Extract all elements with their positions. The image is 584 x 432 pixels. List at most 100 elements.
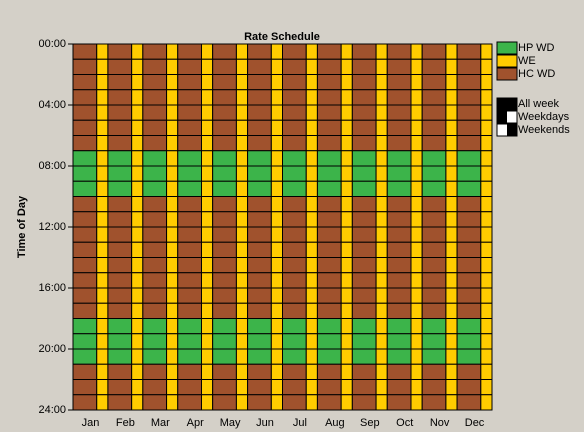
weekend-cell [340,363,353,380]
weekday-cell [142,226,168,243]
x-tick-label: Feb [116,417,135,429]
weekday-cell [247,241,272,258]
weekday-cell [247,348,272,365]
weekday-cell [177,287,202,304]
weekday-cell [212,89,237,106]
weekday-cell [72,287,98,304]
weekday-cell [316,196,342,213]
weekday-cell [247,394,272,411]
weekend-cell [270,241,283,258]
weekend-cell [96,104,109,121]
weekday-cell [316,150,342,167]
weekend-cell [200,272,214,289]
weekend-cell [375,272,388,289]
weekend-cell [166,43,179,60]
weekend-cell [200,74,214,91]
weekday-cell [456,58,482,75]
weekday-cell [107,165,133,182]
weekday-cell [456,196,482,213]
weekday-cell [142,287,168,304]
weekday-cell [316,363,342,380]
filter-label[interactable]: Weekends [518,124,570,136]
weekday-cell [351,318,377,335]
weekend-cell [410,318,423,335]
weekend-cell [305,89,318,106]
weekend-cell [305,257,318,274]
weekend-cell [131,241,144,258]
weekday-cell [456,241,482,258]
filter-label[interactable]: All week [518,98,559,110]
weekend-cell [200,165,214,182]
weekday-cell [456,119,482,136]
filter-icon[interactable] [496,97,518,111]
weekend-cell [480,104,493,121]
weekday-cell [351,302,377,319]
weekend-cell [305,211,318,228]
weekend-cell [340,394,353,411]
weekday-cell [316,135,342,152]
weekday-cell [386,165,412,182]
weekend-cell [131,43,144,60]
weekday-cell [386,196,412,213]
weekday-cell [421,272,447,289]
weekday-cell [456,333,482,350]
y-tick-label: 16:00 [38,282,66,294]
weekday-cell [107,135,133,152]
weekday-cell [107,150,133,167]
weekend-cell [445,58,458,75]
weekday-cell [386,135,412,152]
weekday-cell [386,318,412,335]
y-tick-label: 04:00 [38,99,66,111]
weekday-cell [351,226,377,243]
weekend-cell [340,43,353,60]
weekday-cell [421,226,447,243]
weekend-cell [445,241,458,258]
weekend-cell [166,257,179,274]
weekend-cell [305,196,318,213]
weekday-cell [72,119,98,136]
x-tick-label: Jan [82,417,100,429]
weekend-cell [305,272,318,289]
weekend-cell [131,74,144,91]
weekend-cell [340,74,353,91]
weekend-cell [96,302,109,319]
weekend-cell [375,241,388,258]
weekend-cell [131,363,144,380]
weekday-cell [282,58,307,75]
weekday-cell [177,211,202,228]
weekend-cell [131,119,144,136]
weekday-cell [72,196,98,213]
weekday-cell [177,333,202,350]
weekday-cell [72,333,98,350]
weekday-cell [316,180,342,197]
weekday-cell [421,74,447,91]
weekend-cell [305,318,318,335]
weekday-cell [386,272,412,289]
weekday-cell [421,211,447,228]
weekend-cell [131,379,144,396]
weekday-cell [456,318,482,335]
weekend-cell [410,104,423,121]
weekday-cell [282,135,307,152]
weekend-cell [200,196,214,213]
weekend-cell [96,394,109,411]
weekday-cell [107,241,133,258]
weekday-cell [247,287,272,304]
weekday-cell [386,379,412,396]
weekend-cell [375,226,388,243]
weekend-cell [96,58,109,75]
weekday-cell [72,241,98,258]
weekday-cell [142,272,168,289]
weekend-cell [305,119,318,136]
weekend-cell [305,363,318,380]
weekday-cell [107,394,133,411]
weekday-cell [282,272,307,289]
weekend-cell [235,211,249,228]
weekend-cell [200,180,214,197]
weekend-cell [410,272,423,289]
weekend-cell [340,211,353,228]
weekend-cell [166,379,179,396]
weekday-cell [421,394,447,411]
weekday-cell [386,348,412,365]
filter-label[interactable]: Weekdays [518,111,570,123]
